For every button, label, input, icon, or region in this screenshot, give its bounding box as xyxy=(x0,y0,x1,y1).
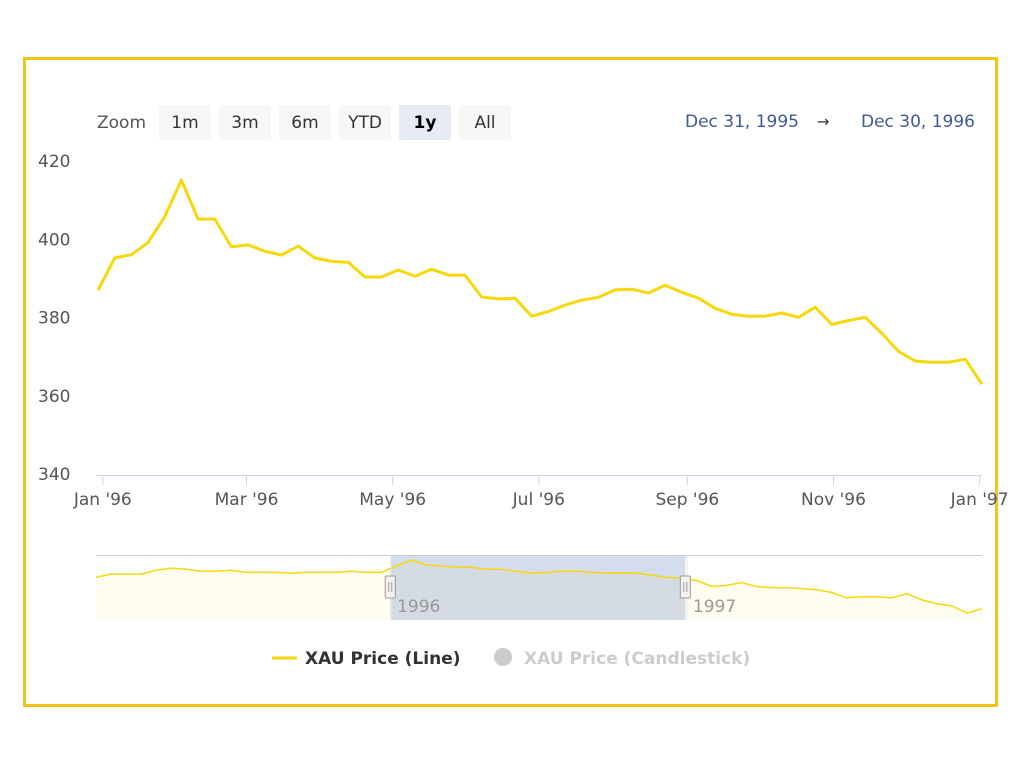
zoom-button[interactable] xyxy=(339,105,391,140)
range-to[interactable]: Dec 30, 1996 xyxy=(861,112,975,132)
navigator-line xyxy=(95,559,983,614)
zoom-button-label[interactable]: 6m xyxy=(291,113,318,133)
x-tick-label: Jul '96 xyxy=(512,490,565,510)
y-tick-label: 420 xyxy=(38,152,70,172)
y-tick-label: 380 xyxy=(38,309,70,329)
navigator-handle[interactable] xyxy=(679,575,691,599)
zoom-button-label[interactable]: 3m xyxy=(231,113,258,133)
navigator-tick-label: 1997 xyxy=(693,597,736,617)
zoom-button[interactable] xyxy=(159,105,211,140)
range-from[interactable]: Dec 31, 1995 xyxy=(685,112,799,132)
x-tick-label: May '96 xyxy=(359,490,426,510)
navigator-tick-label: 1996 xyxy=(397,597,440,617)
navigator-area xyxy=(96,560,982,620)
x-tick-label: Jan '96 xyxy=(73,490,132,510)
x-tick-label: Mar '96 xyxy=(215,490,279,510)
y-tick-label: 340 xyxy=(38,465,70,485)
x-tick-label: Nov '96 xyxy=(801,490,866,510)
x-tick-label: Sep '96 xyxy=(655,490,719,510)
navigator-handle[interactable] xyxy=(384,575,396,599)
zoom-button[interactable] xyxy=(219,105,271,140)
legend-symbol[interactable] xyxy=(494,648,512,666)
y-tick-label: 360 xyxy=(38,387,70,407)
price-line xyxy=(96,178,984,386)
zoom-button-label[interactable]: YTD xyxy=(347,113,382,133)
range-separator: → xyxy=(817,113,830,131)
legend-label[interactable]: XAU Price (Candlestick) xyxy=(524,649,750,669)
zoom-button[interactable] xyxy=(399,105,451,140)
x-tick-label: Jan '97 xyxy=(950,490,1009,510)
legend-label[interactable]: XAU Price (Line) xyxy=(305,649,461,669)
zoom-button-label[interactable]: 1m xyxy=(171,113,198,133)
zoom-button-label[interactable]: 1y xyxy=(414,113,437,133)
zoom-label: Zoom xyxy=(97,113,146,133)
zoom-button-label[interactable]: All xyxy=(474,113,495,133)
zoom-button[interactable] xyxy=(459,105,511,140)
y-tick-label: 400 xyxy=(38,230,70,250)
zoom-button[interactable] xyxy=(279,105,331,140)
